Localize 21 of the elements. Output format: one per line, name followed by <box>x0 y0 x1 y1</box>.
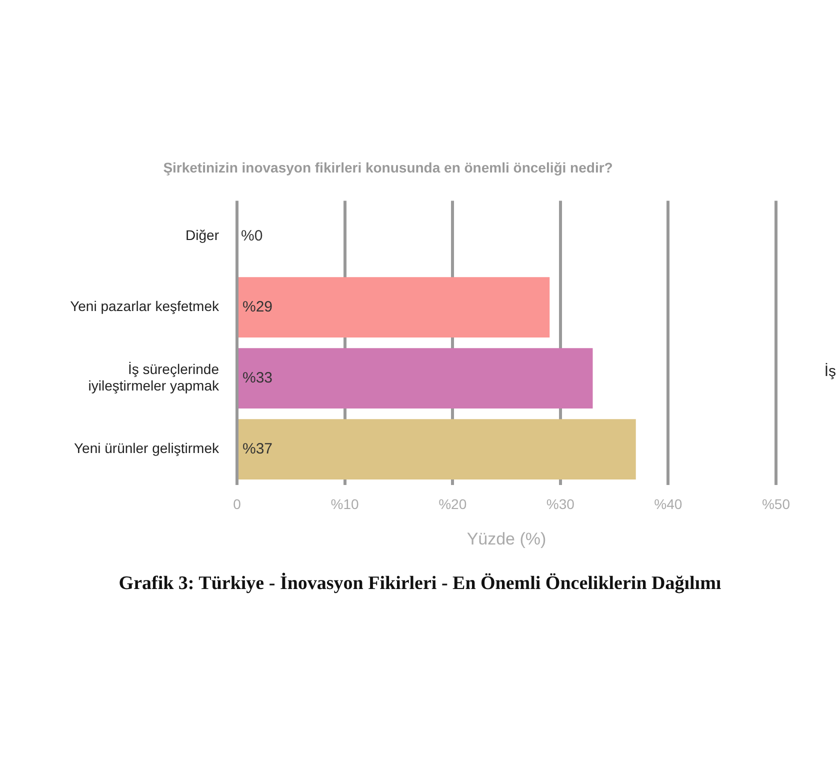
text: İş <box>824 362 836 380</box>
data-label: %0 <box>241 227 263 244</box>
y-tick-label: Diğer <box>186 227 220 244</box>
x-axis-title: Yüzde (%) <box>466 529 546 548</box>
x-tick-label: %30 <box>546 496 575 512</box>
x-tick-label: %10 <box>330 496 360 512</box>
y-tick-label: Yeni ürünler geliştirmek <box>74 440 220 456</box>
bar <box>238 419 636 480</box>
x-tick-label: %40 <box>654 496 682 512</box>
text: Grafik 3: Türkiye - İnovasyon Fikirleri - En Önemli Önceliklerin Dağılımı <box>118 573 722 595</box>
bar <box>238 348 593 408</box>
x-tick-label: %50 <box>762 496 790 512</box>
data-label: %33 <box>242 369 273 386</box>
data-label: %29 <box>242 298 273 316</box>
x-tick-label: %20 <box>438 496 467 512</box>
data-label: %37 <box>242 440 273 458</box>
y-tick-label: Yeni pazarlar keşfetmek <box>70 298 220 314</box>
chart-title: Şirketinizin inovasyon fikirleri konusunda en önemli önceliği nedir? <box>163 159 613 176</box>
bar <box>238 277 550 338</box>
y-tick-label: İş süreçlerinde iyileştirmeler yapmak <box>88 360 220 394</box>
x-tick-label: 0 <box>233 496 242 512</box>
